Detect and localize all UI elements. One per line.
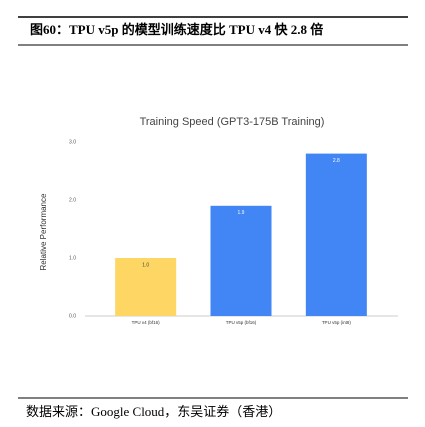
bar: [115, 258, 177, 316]
figure-title: 图60：TPU v5p 的模型训练速度比 TPU v4 快 2.8 倍: [30, 22, 323, 37]
x-tick-label: TPU v5p (bf16): [226, 320, 257, 325]
value-label: 2.8: [333, 158, 340, 164]
y-tick-label: 3.0: [69, 139, 76, 145]
y-tick-label: 2.0: [69, 197, 76, 203]
value-label: 1.9: [238, 210, 245, 216]
chart-title: Training Speed (GPT3-175B Training): [140, 116, 325, 128]
y-axis-label: Relative Performance: [39, 193, 48, 270]
source-note: 数据来源：Google Cloud，东吴证券（香港）: [26, 404, 281, 419]
x-tick-label: TPU v4 (bf16): [132, 320, 161, 325]
y-tick-label: 0.0: [69, 313, 76, 319]
x-tick-label: TPU v5p (int8): [322, 320, 352, 325]
y-tick-label: 1.0: [69, 255, 76, 261]
bar: [305, 153, 367, 316]
bar: [210, 205, 272, 316]
value-label: 1.0: [142, 262, 149, 268]
